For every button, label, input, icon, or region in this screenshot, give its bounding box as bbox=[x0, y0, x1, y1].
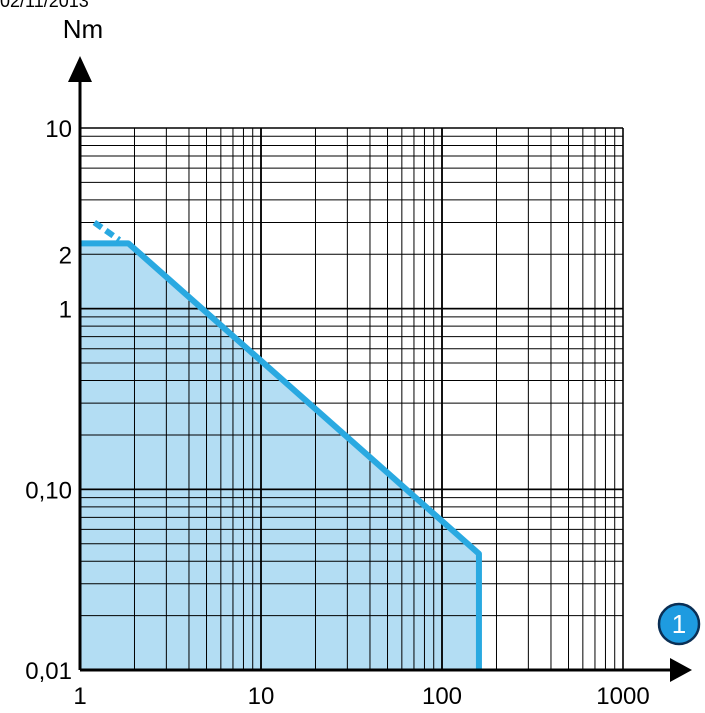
y-tick-label: 0,01 bbox=[25, 658, 72, 685]
x-axis-arrow-icon bbox=[670, 658, 692, 682]
y-axis-unit-label: Nm bbox=[63, 14, 103, 44]
x-tick-label: 10 bbox=[248, 683, 275, 710]
y-tick-label: 1 bbox=[59, 297, 72, 324]
y-tick-label: 10 bbox=[45, 116, 72, 143]
curve-fill-area bbox=[80, 243, 479, 670]
fill-layer bbox=[80, 243, 479, 670]
axis-layer bbox=[68, 56, 692, 682]
x-tick-label: 1 bbox=[73, 683, 86, 710]
grid-layer bbox=[79, 127, 624, 671]
y-tick-label: 2 bbox=[59, 242, 72, 269]
torque-limit-curve bbox=[80, 240, 482, 670]
label-layer: Nm 1 10 100 1000 0,01 0,10 1 2 10 1 bbox=[25, 14, 701, 710]
x-tick-label: 100 bbox=[422, 683, 462, 710]
curve-layer bbox=[80, 220, 482, 670]
top-date-text: 02/11/2013 bbox=[0, 0, 89, 11]
annotation-badge-circle bbox=[657, 602, 701, 646]
y-tick-label: 0,10 bbox=[25, 477, 72, 504]
annotation-badge-label: 1 bbox=[672, 609, 686, 639]
x-tick-label: 1000 bbox=[596, 683, 649, 710]
y-axis-arrow-icon bbox=[68, 56, 92, 82]
dashed-curve-extension bbox=[92, 220, 122, 243]
